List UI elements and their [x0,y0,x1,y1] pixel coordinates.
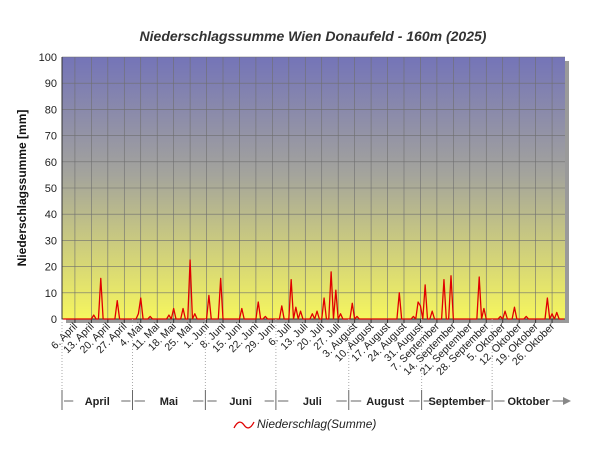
month-label: Oktober [507,396,550,408]
data-line [63,259,564,320]
month-label: Mai [160,396,178,408]
y-tick-label: 10 [45,288,57,300]
y-tick-label: 50 [45,183,57,195]
y-tick-label: 20 [45,262,57,274]
month-label: August [366,396,404,408]
month-label: Juni [229,396,252,408]
y-tick-label: 90 [45,78,57,90]
y-tick-label: 70 [45,131,57,143]
y-tick-label: 30 [45,235,57,247]
month-label: April [85,396,110,408]
chart-title: Niederschlagssumme Wien Donaufeld - 160m… [140,28,487,44]
month-label: September [428,396,486,408]
y-tick-label: 0 [51,314,57,326]
y-tick-label: 80 [45,104,57,116]
month-label: Juli [303,396,322,408]
legend-label: Niederschlag(Summe) [257,417,376,431]
y-tick-label: 100 [39,52,57,64]
legend-swatch [233,421,255,429]
y-tick-label: 60 [45,157,57,169]
y-tick-label: 40 [45,209,57,221]
y-axis-label: Niederschlagssumme [mm] [15,110,29,267]
month-arrow [563,397,571,405]
